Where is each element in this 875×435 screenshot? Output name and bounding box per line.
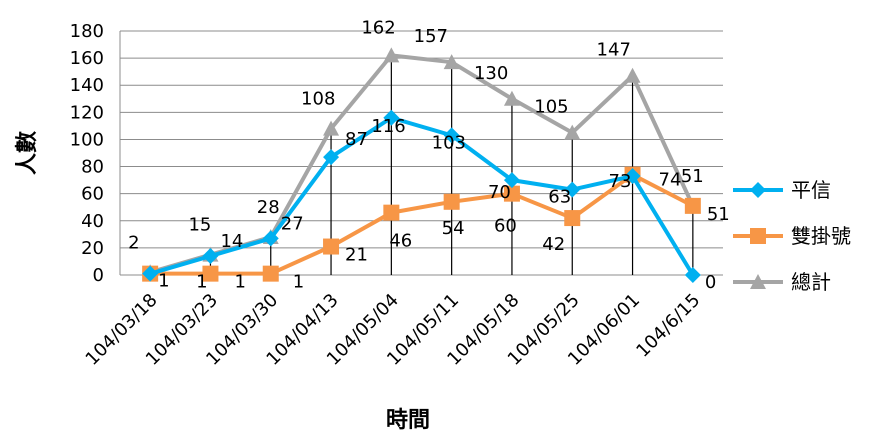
data-point: [262, 265, 279, 282]
data-point: [443, 54, 460, 70]
data-label: 1: [293, 272, 304, 293]
data-label: 54: [442, 218, 465, 239]
y-tick-label: 20: [81, 238, 104, 259]
data-label: 74: [659, 170, 682, 191]
x-axis-ticks: 104/03/18104/03/23104/03/30104/04/13104/…: [82, 290, 705, 370]
data-label: 28: [257, 197, 280, 218]
data-label: 157: [414, 26, 448, 47]
data-label: 1: [158, 271, 169, 292]
data-point: [383, 47, 400, 63]
data-label: 60: [494, 216, 517, 237]
data-point: [262, 230, 279, 247]
data-label: 116: [371, 116, 405, 137]
data-label: 21: [345, 245, 368, 266]
y-tick-label: 80: [81, 157, 104, 178]
data-label: 2: [128, 232, 139, 253]
data-label: 15: [188, 215, 211, 236]
legend-swatch-marker: [750, 274, 766, 289]
data-point: [684, 267, 701, 283]
x-tick-label: 104/6/15: [632, 290, 704, 362]
y-tick-label: 140: [70, 75, 104, 96]
data-point: [323, 149, 340, 166]
data-label: 147: [597, 40, 631, 61]
data-point: [564, 210, 581, 227]
data-label: 27: [281, 213, 304, 234]
data-label: 108: [301, 89, 335, 110]
data-point: [564, 124, 581, 140]
data-label: 87: [345, 129, 368, 150]
y-tick-label: 40: [81, 211, 104, 232]
data-point: [323, 120, 340, 136]
series-line: [150, 172, 694, 276]
y-tick-label: 0: [93, 265, 104, 286]
legend-swatch-marker: [750, 182, 766, 198]
data-label: 73: [609, 171, 632, 192]
data-point: [142, 265, 159, 282]
y-tick-label: 100: [70, 129, 104, 150]
legend-label: 總計: [791, 270, 831, 294]
data-point: [383, 204, 400, 221]
x-axis-title: 時間: [386, 408, 430, 433]
data-point: [624, 67, 641, 83]
y-axis-title: 人數: [15, 131, 40, 175]
data-point: [443, 127, 460, 144]
data-point: [684, 197, 701, 214]
y-tick-label: 180: [70, 21, 104, 42]
data-label: 51: [681, 166, 704, 187]
data-point: [503, 172, 520, 189]
series: [142, 47, 701, 283]
series-line: [149, 115, 695, 277]
data-point: [443, 193, 460, 210]
data-point: [503, 90, 520, 106]
data-point: [202, 248, 219, 265]
data-point: [323, 238, 340, 255]
data-point: [202, 265, 219, 282]
data-label: 14: [220, 231, 243, 252]
data-label: 162: [361, 17, 395, 38]
data-label: 1: [196, 272, 207, 293]
data-label: 70: [488, 182, 511, 203]
data-label: 130: [474, 63, 508, 84]
data-label: 46: [389, 231, 412, 252]
data-label: 0: [705, 272, 716, 293]
legend-swatch-marker: [750, 228, 766, 244]
data-label: 103: [432, 132, 466, 153]
data-point: [503, 185, 520, 202]
legend-label: 雙掛號: [791, 224, 851, 248]
data-point: [564, 181, 581, 198]
y-axis-ticks: 0 20 40 60 80 100 120 140 160 180: [70, 21, 104, 286]
y-tick-label: 120: [70, 102, 104, 123]
data-label: 63: [548, 187, 571, 208]
data-label: 105: [534, 97, 568, 118]
data-label: 51: [707, 204, 730, 225]
legend-label: 平信: [791, 178, 831, 202]
y-tick-label: 160: [70, 48, 104, 69]
data-label: 1: [234, 272, 245, 293]
y-tick-label: 60: [81, 184, 104, 205]
data-point: [383, 109, 400, 126]
data-point: [624, 168, 641, 185]
data-label: 42: [542, 234, 565, 255]
